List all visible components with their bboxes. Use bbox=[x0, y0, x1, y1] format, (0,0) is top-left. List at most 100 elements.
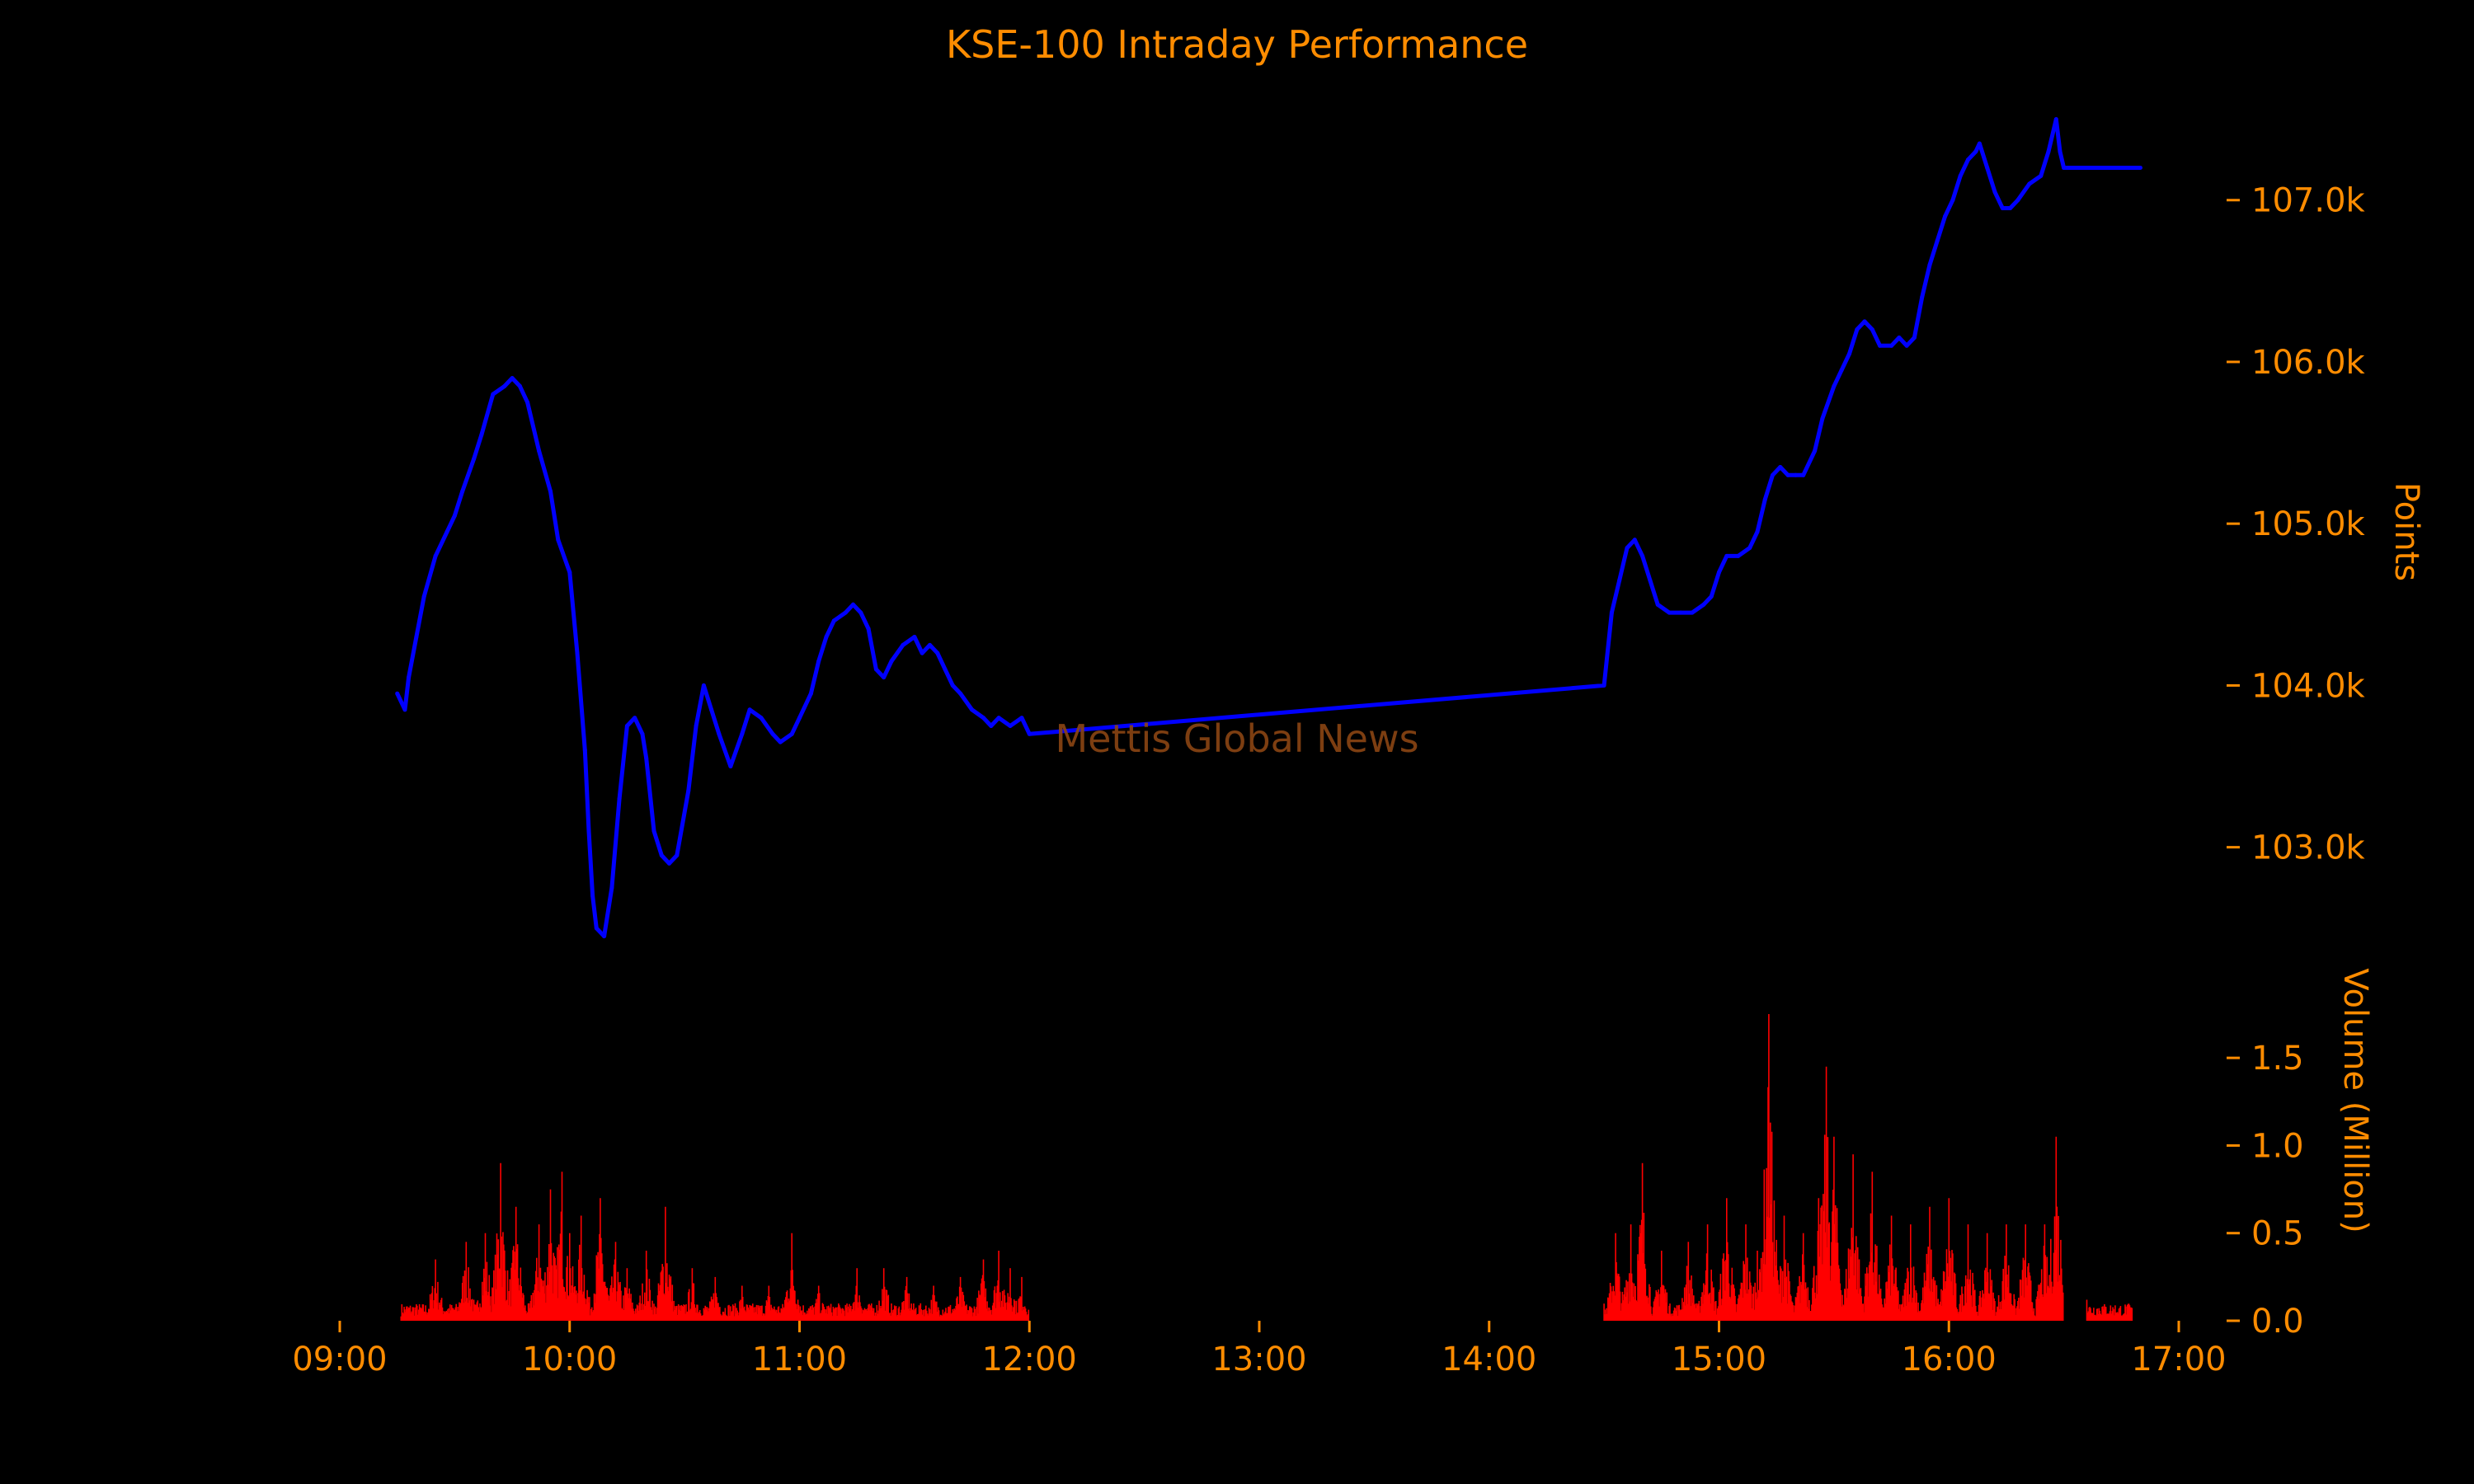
price-point bbox=[789, 731, 794, 736]
price-point bbox=[1855, 327, 1860, 332]
price-point bbox=[866, 627, 871, 632]
price-point bbox=[889, 659, 894, 664]
price-point bbox=[1640, 553, 1645, 558]
price-point bbox=[996, 716, 1001, 721]
price-point bbox=[651, 829, 656, 834]
price-point bbox=[407, 675, 412, 680]
price-point bbox=[479, 432, 484, 437]
price-point bbox=[594, 926, 599, 931]
price-tick-label: 105.0k bbox=[2251, 505, 2366, 543]
price-point bbox=[873, 667, 878, 672]
price-point bbox=[989, 724, 994, 728]
price-point bbox=[617, 796, 622, 801]
price-point bbox=[1801, 472, 1806, 477]
price-point bbox=[1839, 368, 1844, 373]
price-point bbox=[1912, 336, 1917, 340]
price-point bbox=[808, 691, 813, 696]
price-point bbox=[421, 594, 426, 599]
price-point bbox=[858, 610, 863, 615]
price-point bbox=[1935, 238, 1940, 243]
volume-tick-label: 1.5 bbox=[2251, 1040, 2304, 1078]
price-point bbox=[640, 731, 645, 736]
price-point bbox=[1667, 610, 1672, 615]
price-point bbox=[1724, 553, 1729, 558]
price-point bbox=[824, 635, 829, 639]
price-point bbox=[609, 885, 614, 890]
price-tick-label: 103.0k bbox=[2251, 829, 2366, 867]
price-point bbox=[1027, 731, 1032, 736]
price-point bbox=[537, 448, 542, 453]
price-axis: 103.0k 104.0k 105.0k 106.0k 107.0k bbox=[2227, 182, 2366, 867]
price-point bbox=[1755, 529, 1760, 534]
price-point bbox=[1632, 538, 1637, 542]
x-tick-label: 12:00 bbox=[982, 1341, 1077, 1378]
price-point bbox=[970, 707, 975, 712]
price-point bbox=[1008, 724, 1013, 728]
price-point bbox=[2000, 206, 2005, 210]
x-tick-label: 09:00 bbox=[292, 1341, 387, 1378]
volume-axis: 0.0 0.5 1.0 1.5 bbox=[2227, 1040, 2304, 1341]
price-point bbox=[770, 731, 775, 736]
price-point bbox=[1832, 383, 1837, 388]
price-point bbox=[1778, 465, 1783, 469]
price-point bbox=[686, 788, 691, 793]
price-point bbox=[1958, 173, 1963, 178]
price-point bbox=[1771, 472, 1775, 477]
price-point bbox=[2062, 166, 2067, 170]
x-axis: 09:00 10:00 11:00 12:00 13:00 14:00 15:00 16:00… bbox=[292, 1321, 2227, 1378]
price-point bbox=[1019, 716, 1024, 721]
price-point bbox=[675, 853, 680, 857]
price-point bbox=[575, 650, 580, 655]
price-point bbox=[667, 861, 671, 866]
price-point bbox=[395, 691, 400, 696]
price-point bbox=[1701, 602, 1706, 607]
x-tick-label: 17:00 bbox=[2131, 1341, 2226, 1378]
price-point bbox=[701, 683, 706, 688]
price-point bbox=[460, 489, 465, 494]
price-point bbox=[402, 707, 407, 712]
price-tick-label: 106.0k bbox=[2251, 344, 2366, 382]
x-tick-label: 16:00 bbox=[1902, 1341, 1997, 1378]
price-point bbox=[1943, 214, 1948, 218]
watermark: Mettis Global News bbox=[1055, 716, 1418, 761]
price-point bbox=[1950, 198, 1955, 203]
price-point bbox=[1736, 553, 1741, 558]
price-line-group bbox=[395, 117, 2142, 939]
price-point bbox=[602, 934, 607, 939]
price-point bbox=[2053, 117, 2058, 122]
price-point bbox=[1617, 578, 1622, 583]
price-point bbox=[717, 731, 722, 736]
volume-bars bbox=[400, 1014, 2133, 1321]
volume-tick-label: 1.0 bbox=[2251, 1127, 2304, 1165]
price-point bbox=[1973, 149, 1978, 154]
price-point bbox=[1904, 343, 1909, 348]
price-point bbox=[1690, 610, 1695, 615]
price-point bbox=[1847, 351, 1851, 356]
price-point bbox=[433, 553, 438, 558]
price-point bbox=[694, 724, 698, 728]
price-point bbox=[1655, 602, 1660, 607]
price-point bbox=[556, 538, 561, 542]
price-point bbox=[1992, 190, 1997, 195]
price-point bbox=[2039, 173, 2044, 178]
price-point bbox=[1813, 448, 1818, 453]
price-point bbox=[1966, 157, 1970, 162]
price-point bbox=[567, 570, 572, 575]
price-point bbox=[843, 610, 848, 615]
price-tick-label: 104.0k bbox=[2251, 667, 2366, 705]
price-point bbox=[452, 513, 457, 518]
volume-tick-label: 0.0 bbox=[2251, 1303, 2304, 1341]
price-point bbox=[1785, 472, 1790, 477]
price-point bbox=[1870, 327, 1874, 332]
price-point bbox=[1862, 319, 1867, 324]
price-point bbox=[759, 716, 764, 721]
price-point bbox=[2015, 198, 2020, 203]
price-point bbox=[1985, 166, 1990, 170]
price-point bbox=[943, 667, 948, 672]
x-tick-label: 13:00 bbox=[1211, 1341, 1306, 1378]
price-point bbox=[2027, 181, 2032, 186]
price-point bbox=[882, 675, 887, 680]
price-point bbox=[624, 724, 629, 728]
price-point bbox=[1762, 497, 1767, 502]
price-point bbox=[582, 748, 587, 753]
